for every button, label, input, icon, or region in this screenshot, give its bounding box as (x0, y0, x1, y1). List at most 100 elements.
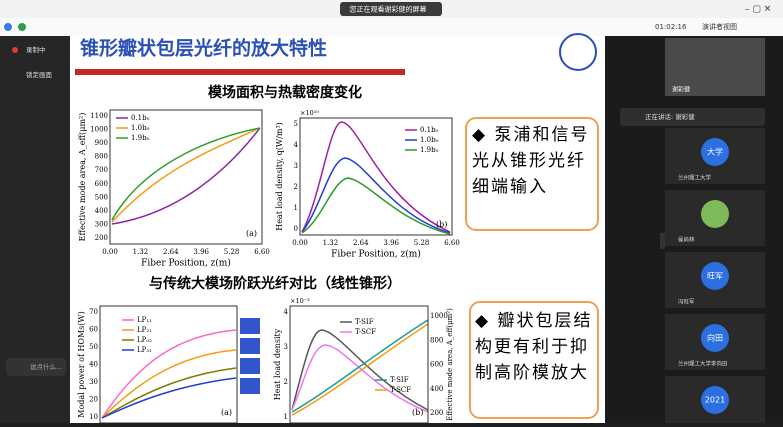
legend-label: T-SIF (390, 376, 409, 384)
icon[interactable] (4, 23, 12, 31)
view-mode[interactable]: 演讲者视图 (702, 22, 737, 31)
x-tick-label: 2.64 (353, 239, 369, 247)
panel-tag: (a) (246, 229, 257, 238)
x-tick-label: 1.32 (323, 239, 339, 247)
legend-label: LP₁₁ (137, 316, 152, 324)
y2-tick-label: 1000 (430, 312, 448, 320)
curves (101, 121, 451, 419)
legend-label: T-SIF (355, 318, 374, 326)
legend-label: T-SCF (390, 386, 411, 394)
y-label: Effective mode area, A_eff(μm²) (78, 113, 87, 242)
comment-box[interactable] (6, 358, 66, 376)
avatar (701, 324, 729, 352)
y-label: Modal power of HOMs(W) (77, 311, 86, 418)
x-tick-label: 1.32 (133, 248, 149, 256)
slide-title: 锥形瓣状包层光纤的放大特性 (80, 37, 327, 60)
y-tick-label: 5 (294, 120, 298, 128)
y-tick-label: 50 (89, 343, 98, 351)
x-tick-label: 3.96 (383, 239, 399, 247)
legend-label: 1.0b₀ (420, 136, 439, 144)
y-tick-label: 0 (294, 225, 298, 233)
avatar-text: 大学 (707, 147, 723, 157)
y-tick-label: 60 (89, 326, 98, 334)
video-tile[interactable] (665, 38, 765, 96)
avatar (701, 200, 729, 228)
notice-pill (340, 2, 442, 16)
rec-dot (12, 47, 18, 53)
y2-tick-label: 800 (430, 336, 443, 344)
y-tick-label: 4 (294, 141, 299, 149)
legend-label: LP₀₂ (137, 336, 152, 344)
y-tick-label: 3 (284, 343, 288, 351)
y2-tick-label: 200 (430, 409, 443, 417)
y-tick-label: 900 (95, 139, 108, 147)
plot-frame (299, 117, 453, 236)
y-tick-label: 2 (284, 378, 288, 386)
x-tick-label: 3.96 (193, 248, 209, 256)
y-label: Heat load density (273, 328, 282, 400)
legend-label: 0.1b₀ (420, 126, 439, 134)
legend-label: LP₂₁ (137, 326, 152, 334)
plot-frame (109, 109, 263, 245)
avatar (701, 262, 729, 290)
y-tick-label: 40 (89, 361, 98, 369)
avatar (701, 138, 729, 166)
heading: 与传统大模场阶跃光纤对比（线性锥形） (149, 275, 401, 292)
panel-tag: (a) (221, 408, 232, 417)
panel-tag: (b) (436, 220, 447, 229)
heading: 模场面积与热载密度变化 (208, 84, 362, 101)
y-tick-label: 700 (95, 166, 108, 174)
notice: 您正在观看谢彩健的屏幕 (350, 5, 427, 14)
logo (559, 33, 597, 71)
title-bar (75, 69, 405, 75)
note-box (469, 301, 599, 419)
y-label: Heat load density, q(W/m³) (275, 122, 284, 231)
note-box (465, 117, 599, 231)
participant-name: 兰州理工大学李向田 (678, 360, 728, 368)
x-tick-label: 6.60 (444, 239, 460, 247)
avatar-text: 旺军 (707, 272, 723, 281)
legend-label: LP₃₁ (137, 346, 152, 354)
timer: 01:02:16 (655, 23, 687, 31)
y-tick-label: 2 (294, 183, 298, 191)
y-tick-label: 200 (95, 234, 108, 242)
avatar (701, 386, 729, 414)
y2-tick-label: 400 (430, 385, 443, 393)
x-tick-label: 0.00 (102, 248, 118, 256)
panel-tag: (b) (412, 408, 423, 417)
speaking: 正在讲话: 谢彩健 (645, 112, 695, 121)
y-tick-label: 600 (95, 180, 108, 188)
toolbar (0, 18, 783, 36)
legend-label: 0.1b₀ (131, 114, 150, 122)
legend-label: 1.0b₀ (131, 124, 150, 132)
y-tick-label: 4 (284, 308, 289, 316)
scale: ×10⁻³ (290, 297, 310, 305)
y-tick-label: 500 (95, 193, 108, 201)
y-tick-label: 300 (95, 220, 108, 228)
note: ◆ 泵浦和信号光从锥形光纤细端输入 (472, 125, 590, 197)
x-tick-label: 2.64 (163, 248, 179, 256)
comment[interactable]: 说点什么... (30, 362, 62, 371)
y-tick-label: 30 (89, 378, 98, 386)
y-tick-label: 1 (294, 204, 298, 212)
icon[interactable] (18, 23, 26, 31)
avatar-text: 2021 (705, 396, 725, 405)
y-tick-label: 1 (284, 413, 288, 421)
recording: 录制中 (26, 45, 46, 54)
x-tick-label: 5.28 (414, 239, 430, 247)
x-label: Fiber Position, z(m) (141, 258, 231, 269)
participant-name: 兰州理工大学 (678, 174, 712, 182)
x-tick-label: 5.28 (224, 248, 240, 256)
window-controls[interactable]: – ▢ ✕ (745, 5, 771, 15)
collapse[interactable] (660, 233, 665, 249)
legend-label: 1.9b₀ (131, 134, 150, 142)
lock[interactable]: 锁定画面 (26, 70, 53, 79)
speaker: 谢彩健 (672, 86, 690, 94)
avatar-text: 向田 (707, 333, 723, 343)
y-tick-label: 3 (294, 162, 298, 170)
x-label: Fiber Position, z(m) (331, 249, 421, 260)
y2-label: Effective mode area, A_eff(μm²) (446, 308, 454, 421)
y-tick-label: 10 (89, 413, 98, 421)
